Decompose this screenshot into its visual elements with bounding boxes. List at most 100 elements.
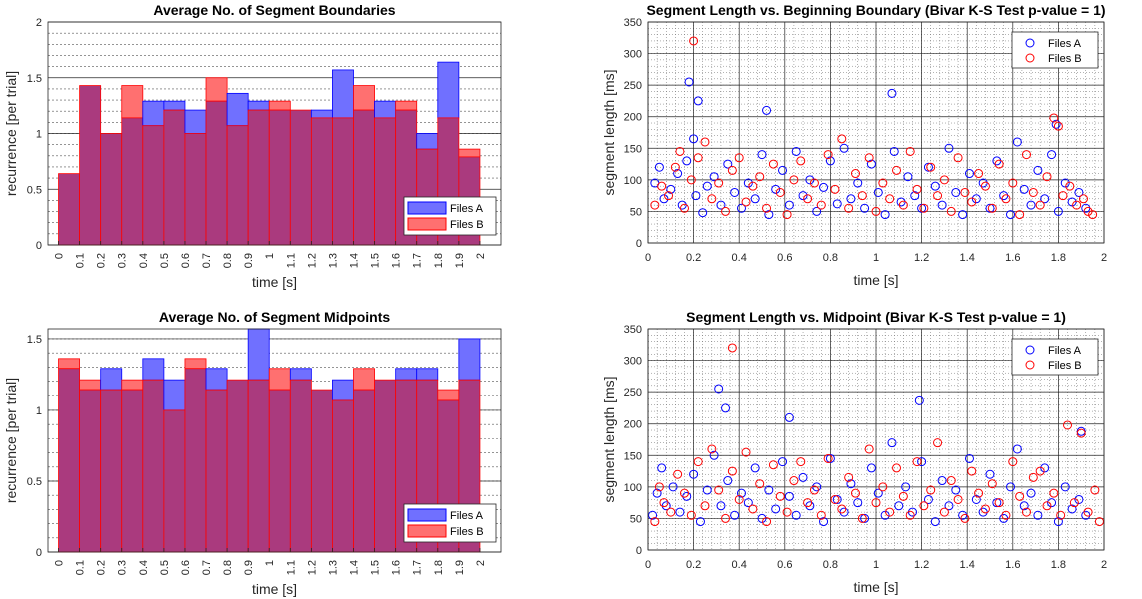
point-files-b bbox=[823, 150, 833, 160]
x-axis-label: time [s] bbox=[853, 272, 898, 288]
point-files-b bbox=[803, 498, 813, 508]
bar-overlap bbox=[142, 125, 165, 246]
bar-files-a bbox=[163, 100, 186, 111]
x-tick-label: 1.8 bbox=[1051, 559, 1066, 571]
point-files-b bbox=[762, 203, 772, 213]
bar-files-b bbox=[437, 389, 460, 401]
bar-overlap bbox=[374, 117, 397, 246]
legend-label-files-b: Files B bbox=[450, 219, 484, 231]
bar-overlap bbox=[268, 389, 291, 553]
y-tick-label: 2 bbox=[36, 17, 42, 29]
y-tick-label: 100 bbox=[624, 175, 642, 187]
x-tick-label: 1.6 bbox=[391, 560, 403, 575]
y-tick-label: 100 bbox=[624, 482, 642, 494]
bar-overlap bbox=[332, 117, 354, 246]
legend-swatch-files-b bbox=[407, 217, 447, 231]
point-files-b bbox=[864, 444, 874, 454]
x-tick-label: 1.3 bbox=[327, 560, 339, 575]
legend-label-files-a: Files A bbox=[450, 203, 484, 215]
point-files-a bbox=[860, 203, 870, 213]
x-tick-label: 0.3 bbox=[117, 253, 129, 268]
point-files-b bbox=[994, 159, 1004, 169]
point-files-b bbox=[714, 485, 724, 495]
x-tick-label: 0.8 bbox=[222, 253, 234, 268]
x-tick-label: 1.7 bbox=[412, 253, 424, 268]
y-tick-label: 0 bbox=[36, 240, 42, 252]
bar-files-b bbox=[458, 148, 481, 158]
point-files-b bbox=[960, 187, 970, 197]
x-tick-label: 0.5 bbox=[159, 253, 171, 268]
point-files-a bbox=[930, 181, 940, 191]
point-files-b bbox=[946, 206, 956, 216]
legend-marker-files-b bbox=[1025, 53, 1035, 63]
x-tick-label: 1.8 bbox=[433, 560, 445, 575]
x-tick-label: 0.9 bbox=[243, 560, 255, 575]
point-files-b bbox=[987, 203, 997, 213]
point-files-b bbox=[666, 507, 676, 517]
point-files-b bbox=[871, 206, 881, 216]
y-axis-label: recurrence [per trial] bbox=[3, 378, 19, 503]
x-tick-label: 2 bbox=[475, 253, 487, 259]
point-files-b bbox=[1028, 187, 1038, 197]
y-tick-label: 0 bbox=[36, 547, 42, 559]
bar-files-b bbox=[268, 100, 291, 111]
bar-files-b bbox=[58, 358, 81, 370]
point-files-b bbox=[789, 175, 799, 185]
legend-marker-files-b bbox=[1025, 360, 1035, 370]
bar-overlap bbox=[353, 389, 375, 553]
point-files-b bbox=[748, 181, 758, 191]
chart-title: Average No. of Segment Midpoints bbox=[159, 309, 390, 325]
point-files-a bbox=[702, 485, 712, 495]
point-files-b bbox=[721, 513, 731, 523]
point-files-b bbox=[741, 447, 751, 457]
chart-title: Segment Length vs. Midpoint (Bivar K-S T… bbox=[686, 309, 1066, 325]
point-files-a bbox=[723, 159, 733, 169]
bar-files-a bbox=[247, 328, 270, 381]
point-files-a bbox=[860, 513, 870, 523]
point-files-a bbox=[880, 510, 890, 520]
point-files-a bbox=[1012, 444, 1022, 454]
point-files-a bbox=[689, 134, 699, 144]
point-files-a bbox=[668, 482, 678, 492]
point-files-a bbox=[889, 146, 899, 156]
point-files-b bbox=[1015, 210, 1025, 220]
x-tick-label: 0.4 bbox=[732, 252, 747, 264]
point-files-a bbox=[999, 191, 1009, 201]
point-files-a bbox=[716, 501, 726, 511]
point-files-b bbox=[933, 438, 943, 448]
point-files-b bbox=[1083, 507, 1093, 517]
point-files-b bbox=[994, 498, 1004, 508]
point-files-a bbox=[805, 175, 815, 185]
point-files-b bbox=[1015, 491, 1025, 501]
point-files-a bbox=[1026, 200, 1036, 210]
point-files-b bbox=[654, 482, 664, 492]
point-files-a bbox=[1081, 510, 1091, 520]
point-files-a bbox=[654, 162, 664, 172]
point-files-a bbox=[825, 156, 835, 166]
bar-files-b bbox=[205, 77, 228, 102]
point-files-b bbox=[837, 504, 847, 514]
bar-overlap bbox=[205, 100, 228, 246]
point-files-b bbox=[714, 178, 724, 188]
bar-files-a bbox=[332, 379, 354, 401]
point-files-b bbox=[939, 175, 949, 185]
bar-overlap bbox=[100, 133, 123, 246]
point-files-a bbox=[743, 178, 753, 188]
legend-box bbox=[1011, 31, 1099, 69]
point-files-a bbox=[992, 498, 1002, 508]
x-tick-label: 0.7 bbox=[201, 253, 213, 268]
point-files-a bbox=[978, 178, 988, 188]
point-files-a bbox=[917, 457, 927, 467]
bar-overlap bbox=[332, 399, 354, 553]
bar-overlap bbox=[205, 389, 228, 553]
x-tick-label: 0.4 bbox=[732, 559, 747, 571]
point-files-b bbox=[885, 194, 895, 204]
point-files-a bbox=[1006, 210, 1016, 220]
x-tick-label: 1.2 bbox=[914, 559, 929, 571]
legend: Files A Files B bbox=[403, 503, 497, 543]
bar-overlap bbox=[121, 117, 144, 246]
point-files-a bbox=[819, 182, 829, 192]
point-files-b bbox=[755, 172, 765, 182]
y-axis-label: segment length [ms] bbox=[601, 376, 617, 502]
